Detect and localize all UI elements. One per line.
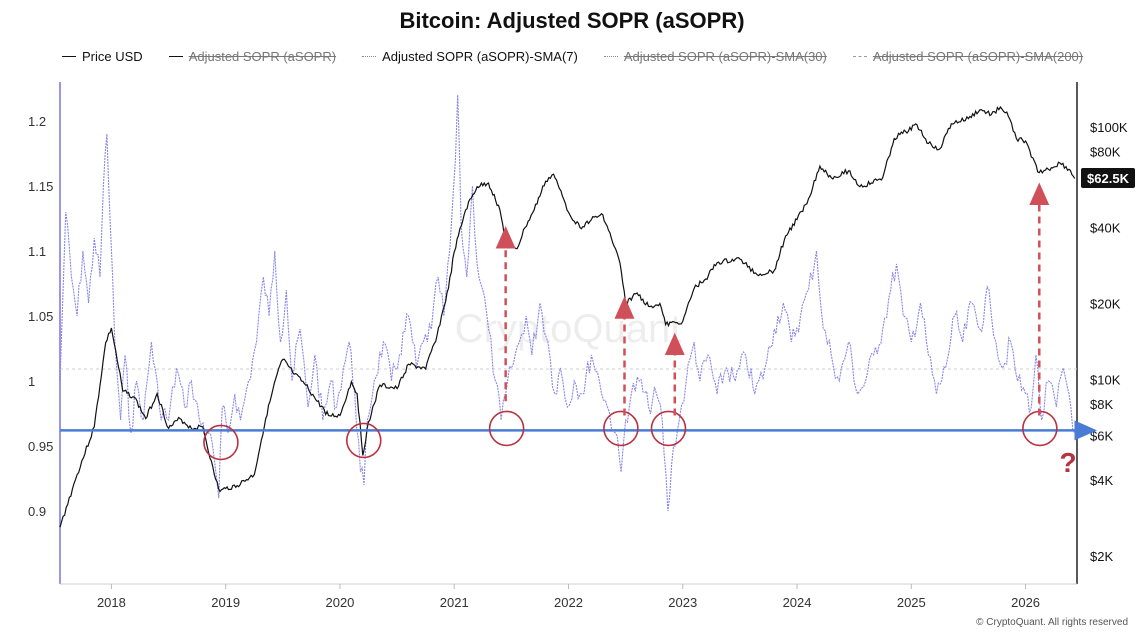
right-tick-label: $2K (1090, 549, 1113, 564)
legend-label-asopr-sma7: Adjusted SOPR (aSOPR)-SMA(7) (382, 48, 578, 64)
chart-legend: Price USD Adjusted SOPR (aSOPR) Adjusted… (62, 47, 1124, 65)
right-tick-label: $40K (1090, 220, 1121, 235)
highlight-circle (1022, 410, 1058, 447)
chart-title: Bitcoin: Adjusted SOPR (aSOPR) (399, 8, 745, 33)
current-price-badge: $62.5K (1081, 168, 1135, 188)
left-tick-label: 1 (28, 374, 35, 389)
x-tick-label: 2020 (325, 595, 354, 610)
question-mark: ? (1059, 447, 1076, 478)
legend-label-price: Price USD (82, 48, 143, 64)
legend-swatch-asopr-sma30 (603, 55, 618, 57)
left-tick-label: 0.95 (28, 439, 53, 454)
left-tick-label: 0.9 (28, 504, 46, 519)
highlight-circle (488, 410, 525, 447)
legend-item-asopr-sma30[interactable]: Adjusted SOPR (aSOPR)-SMA(30) (603, 47, 827, 65)
legend-label-asopr-sma200: Adjusted SOPR (aSOPR)-SMA(200) (872, 48, 1084, 64)
x-tick-label: 2022 (554, 595, 583, 610)
x-tick-label: 2021 (440, 595, 469, 610)
legend-item-asopr-sma200[interactable]: Adjusted SOPR (aSOPR)-SMA(200) (852, 47, 1084, 65)
legend-swatch-asopr-sma7 (362, 55, 377, 57)
x-tick-label: 2026 (1011, 595, 1040, 610)
x-tick-label: 2024 (783, 595, 812, 610)
highlight-circles (203, 410, 1058, 461)
left-axis-ticks: 1.2 1.15 1.1 1.05 1 0.95 0.9 (28, 114, 53, 519)
legend-swatch-asopr-sma200 (852, 55, 867, 57)
highlight-circle (650, 410, 687, 447)
x-tick-label: 2019 (211, 595, 240, 610)
legend-item-asopr-sma7[interactable]: Adjusted SOPR (aSOPR)-SMA(7) (362, 47, 578, 65)
left-tick-label: 1.1 (28, 244, 46, 259)
left-tick-label: 1.2 (28, 114, 46, 129)
right-tick-label: $8K (1090, 397, 1113, 412)
left-tick-label: 1.05 (28, 309, 53, 324)
legend-swatch-asopr (168, 55, 183, 57)
left-tick-label: 1.15 (28, 179, 53, 194)
legend-label-asopr-sma30: Adjusted SOPR (aSOPR)-SMA(30) (623, 48, 827, 64)
right-tick-label: $80K (1090, 144, 1121, 159)
watermark: CryptoQuant (455, 307, 682, 351)
right-axis-ticks: $100K $80K $40K $20K $10K $8K $6K $4K $2K (1090, 120, 1128, 564)
highlight-circle (603, 410, 639, 447)
legend-item-price[interactable]: Price USD (62, 47, 143, 65)
x-axis-ticks: 2018 2019 2020 2021 2022 2023 2024 2025 2026 (97, 584, 1040, 610)
right-tick-label: $100K (1090, 120, 1128, 135)
copyright-footer: © CryptoQuant. All rights reserved (976, 617, 1128, 628)
x-tick-label: 2018 (97, 595, 126, 610)
highlight-circle (203, 424, 239, 461)
highlight-circle (345, 422, 382, 459)
legend-item-asopr[interactable]: Adjusted SOPR (aSOPR) (168, 47, 337, 65)
right-tick-label: $6K (1090, 429, 1113, 444)
svg-text:$62.5K: $62.5K (1087, 171, 1130, 186)
legend-label-asopr: Adjusted SOPR (aSOPR) (188, 48, 337, 64)
series-price-line (59, 105, 1076, 528)
x-tick-label: 2023 (668, 595, 697, 610)
rebound-arrows (495, 182, 1050, 416)
legend-swatch-price (62, 55, 76, 57)
right-tick-label: $10K (1090, 373, 1121, 388)
x-tick-label: 2025 (897, 595, 926, 610)
right-tick-label: $4K (1090, 473, 1113, 488)
right-tick-label: $20K (1090, 296, 1121, 311)
series-asopr-sma7-line (59, 94, 1076, 512)
